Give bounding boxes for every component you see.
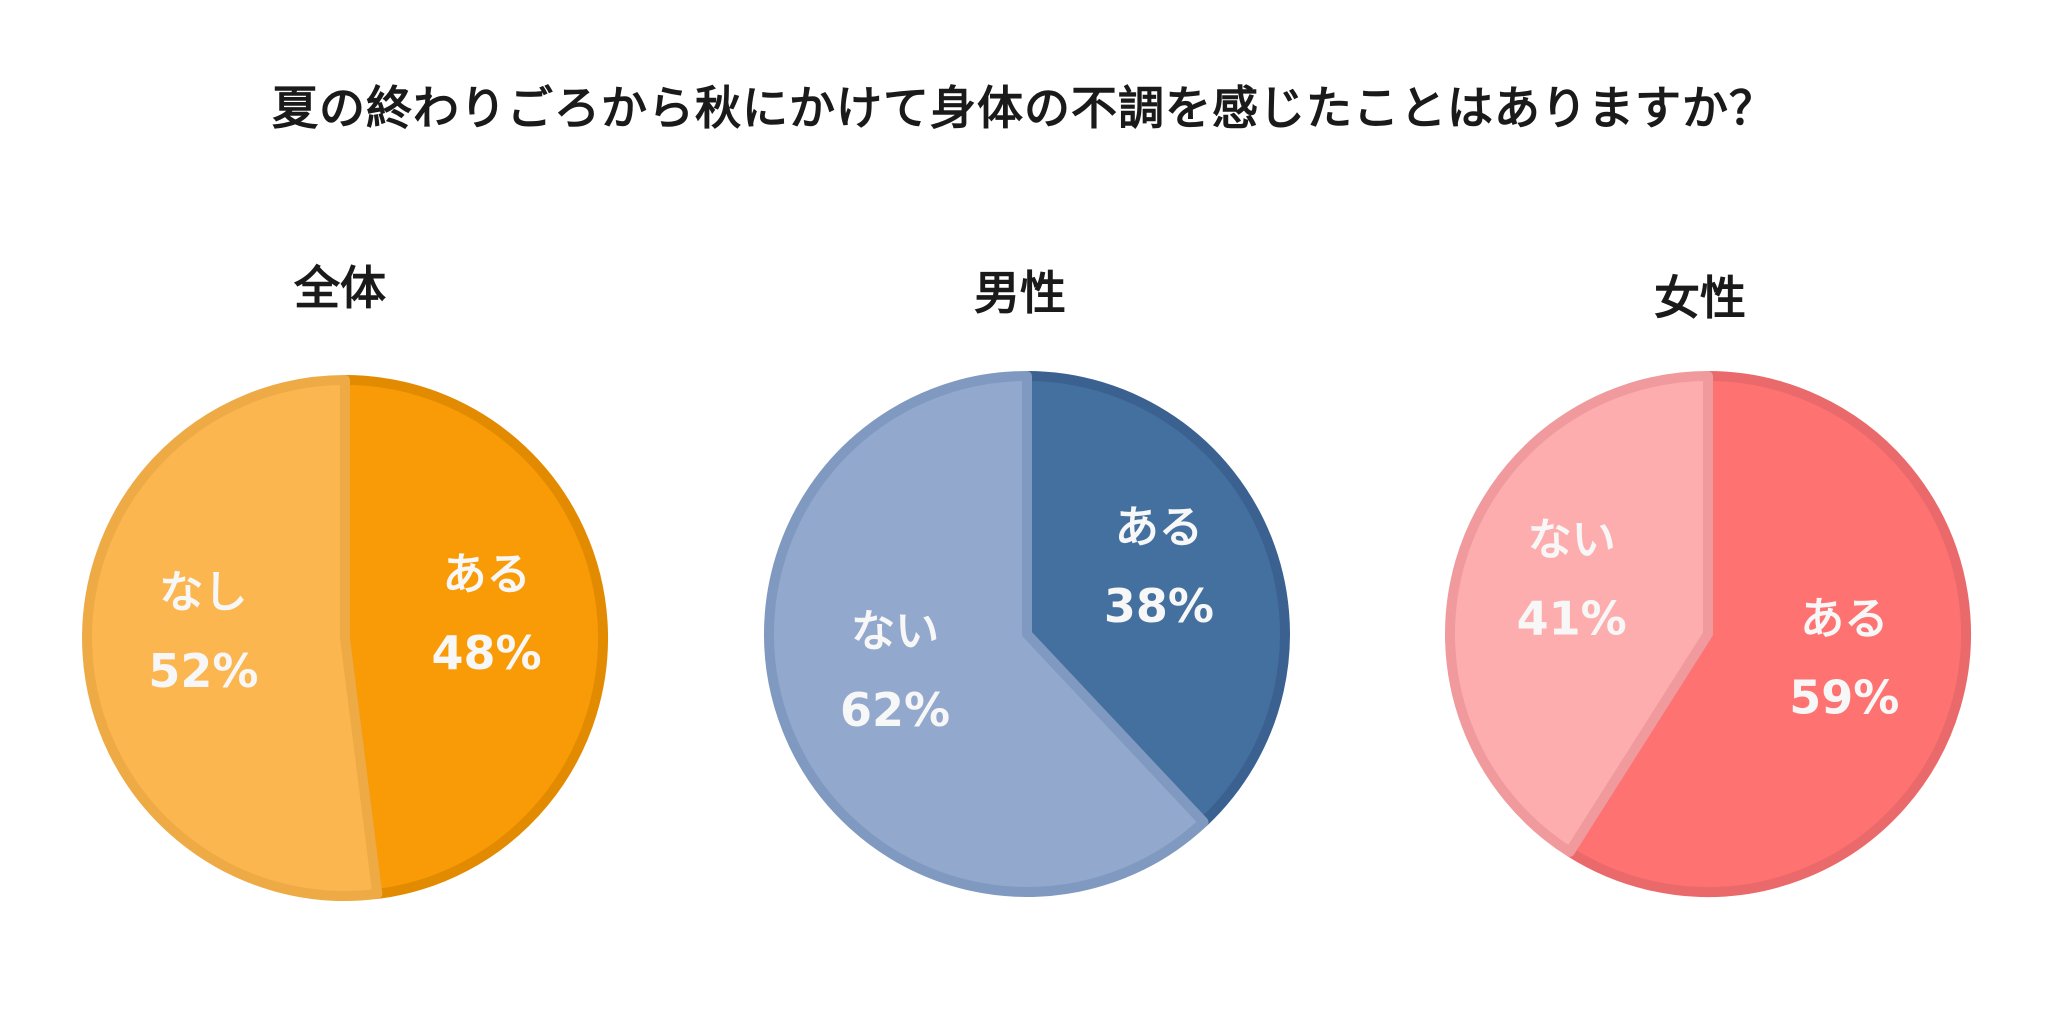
slice-label-female-1: ない	[1528, 514, 1616, 565]
pie-title-total: 全体	[294, 261, 386, 315]
pie-male: ある 38% ない 62%	[764, 371, 1290, 897]
slice-value-female-1: 41%	[1517, 591, 1627, 645]
pie-slice-female-1	[1445, 371, 1713, 857]
pie-total: ある 48% なし 52%	[82, 375, 609, 901]
slice-value-male-1: 62%	[840, 683, 950, 737]
slice-label-total-0: ある	[443, 549, 531, 600]
slice-value-male-0: 38%	[1104, 579, 1214, 633]
slice-label-male-0: ある	[1115, 502, 1203, 553]
pie-title-male: 男性	[974, 266, 1066, 320]
pie-slice-male-0	[1022, 371, 1290, 828]
pie-slice-female-0	[1564, 371, 1971, 897]
pie-slice-total-1	[82, 375, 383, 901]
chart-main-title: 夏の終わりごろから秋にかけて身体の不調を感じたことはありますか？	[272, 81, 1776, 135]
slice-label-total-1: なし	[159, 567, 247, 618]
slice-label-male-1: ない	[851, 606, 939, 657]
slice-value-female-0: 59%	[1789, 671, 1899, 725]
slice-label-female-0: ある	[1800, 594, 1888, 645]
pie-slice-total-0	[340, 375, 609, 899]
pie-title-female: 女性	[1654, 271, 1746, 325]
slice-value-total-0: 48%	[432, 626, 542, 680]
slice-value-total-1: 52%	[148, 644, 258, 698]
pie-female: ある 59% ない 41%	[1445, 371, 1971, 897]
pie-slice-male-1	[764, 371, 1209, 897]
